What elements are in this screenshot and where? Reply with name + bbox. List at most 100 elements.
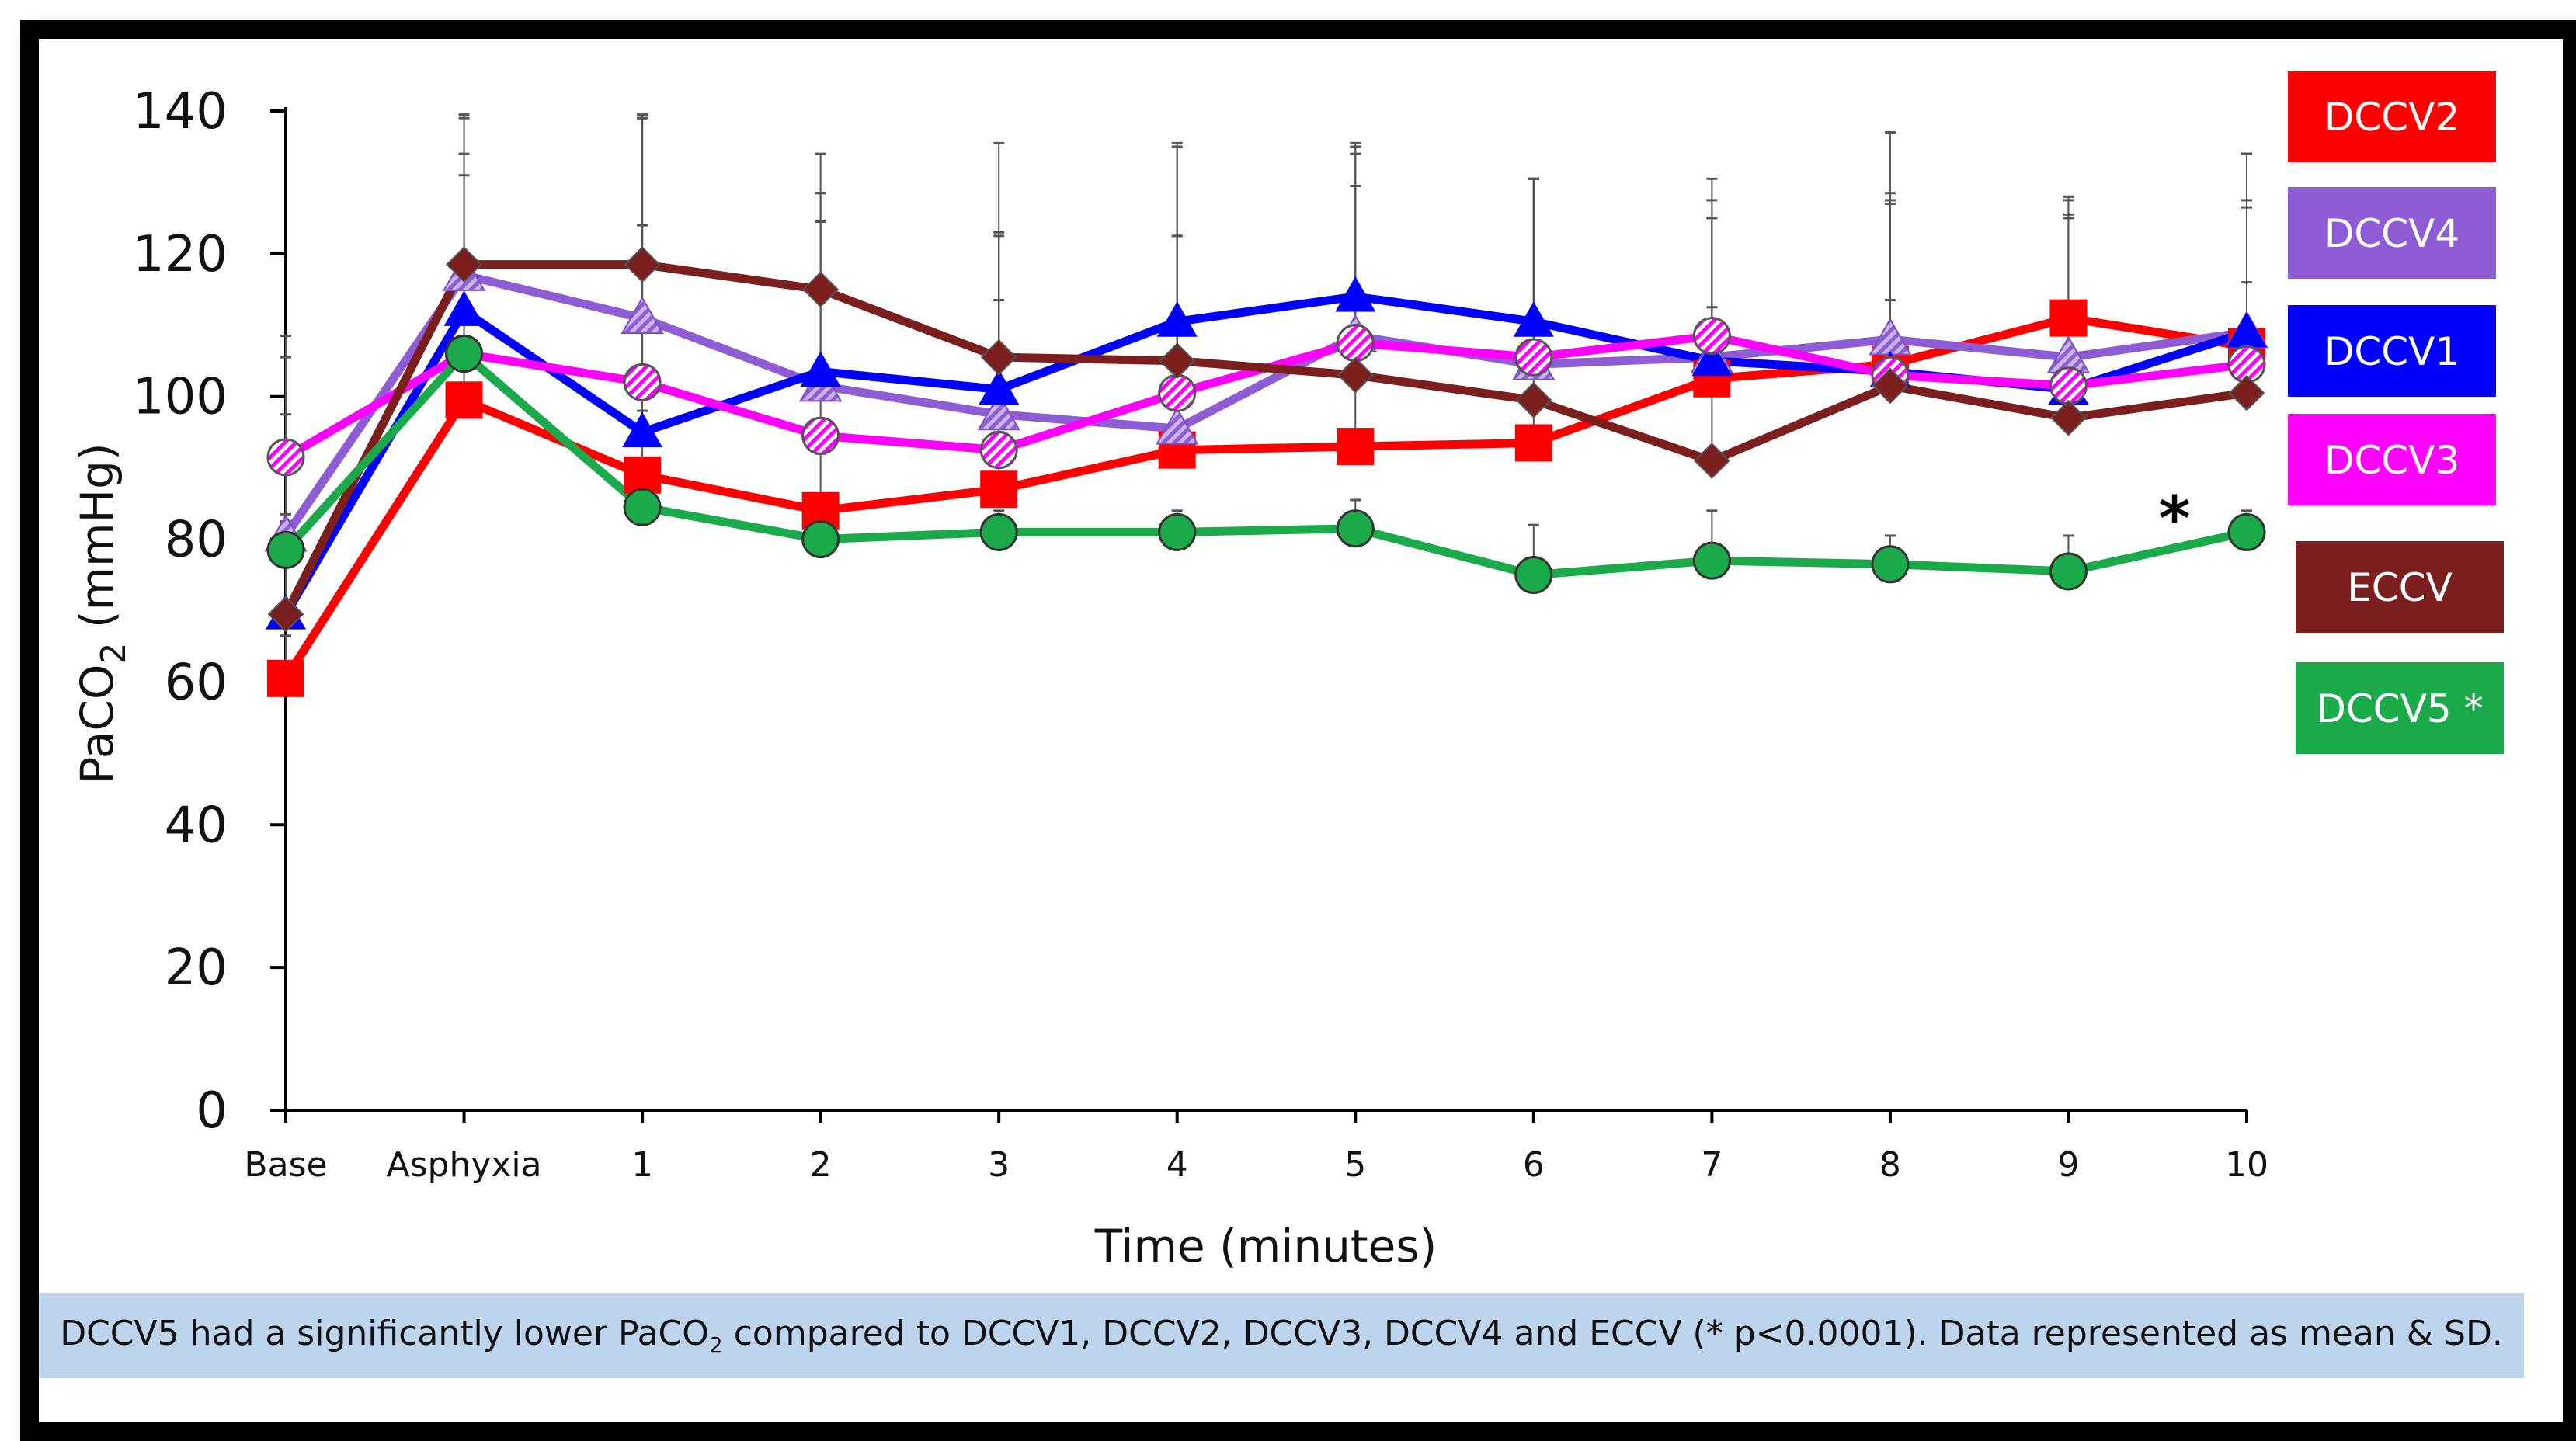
marker-dccv2 [980,470,1018,509]
marker-dccv3 [801,416,840,455]
marker-dccv3 [979,431,1018,470]
legend-box-dccv4 [2288,187,2496,279]
marker-dccv1 [443,290,485,326]
x-tick-label: 2 [810,1145,832,1185]
marker-eccv [980,339,1017,376]
marker-dccv5 [445,335,484,373]
y-axis-title-unit: (mmHg) [71,443,123,642]
x-tick-label: 7 [1701,1145,1723,1185]
marker-eccv [624,246,661,283]
legend-label-dccv4: DCCV4 [2324,211,2460,256]
y-axis-title-main: PaCO [71,665,123,784]
marker-dccv4 [1156,407,1199,445]
legend-label-eccv: ECCV [2347,565,2453,610]
marker-dccv3 [623,363,662,401]
marker-dccv3 [1336,324,1375,363]
marker-eccv [2228,374,2265,411]
marker-dccv3 [1514,338,1553,377]
marker-dccv2 [445,381,483,419]
x-axis-title: Time (minutes) [1094,1220,1437,1273]
marker-dccv3 [1692,317,1731,356]
marker-dccv2 [267,659,304,697]
x-tick-label: 9 [2057,1145,2079,1185]
legend-label-dccv3: DCCV3 [2324,438,2460,483]
tick-labels: 0 20 40 60 80 100 120 140 Base Asphyxia 1 2 3 4 5 6 7 8 9 1… [133,83,2268,1185]
marker-dccv5 [801,520,840,559]
marker-dccv2 [624,456,662,494]
legend: DCCV2 DCCV4 DCCV1 DCCV3 ECCV DCCV5 * [2288,71,2504,754]
marker-dccv3 [1158,373,1197,412]
series-line-dccv2 [282,314,2247,681]
x-tick-label: 10 [2225,1145,2268,1185]
marker-dccv5 [2227,512,2266,551]
axes [270,107,2248,1123]
marker-dccv1 [1513,301,1554,337]
y-tick-label: 60 [165,654,228,711]
series-line-dccv5 [282,349,2248,580]
x-tick-label: 6 [1523,1145,1545,1185]
marker-dccv2 [1514,424,1552,462]
marker-dccv1 [1335,276,1376,312]
caption-part2: compared to DCCV1, DCCV2, DCCV3, DCCV4 a… [722,1313,2503,1353]
caption-part1: DCCV5 had a significantly lower PaCO [60,1313,709,1353]
significance-marker: * [2159,484,2191,554]
marker-eccv [1337,356,1374,394]
x-tick-label: 4 [1166,1145,1188,1185]
caption-sub: 2 [708,1332,723,1358]
marker-dccv5 [1158,512,1197,551]
marker-dccv3 [266,438,305,477]
marker-dccv4 [621,296,664,335]
y-tick-label: 40 [165,797,228,854]
marker-dccv4 [977,392,1020,431]
marker-dccv1 [1156,301,1198,337]
y-tick-label: 20 [165,939,228,997]
marker-eccv [1515,381,1552,418]
marker-dccv3 [2049,366,2088,405]
marker-dccv1 [2227,311,2267,348]
series-line-eccv [282,260,2247,616]
series-lines [282,260,2248,681]
marker-eccv [1872,367,1909,405]
x-tick-label: 1 [631,1145,653,1185]
marker-dccv5 [1514,556,1553,595]
marker-eccv [1693,443,1730,479]
marker-dccv5 [1336,509,1375,548]
legend-label-dccv2: DCCV2 [2324,95,2460,140]
y-tick-label: 120 [133,226,228,283]
marker-eccv [267,595,304,633]
marker-dccv5 [1871,545,1910,584]
marker-dccv1 [1691,340,1733,377]
marker-dccv5 [266,530,305,569]
legend-label-dccv5: DCCV5 * [2316,686,2483,731]
legend-box-dccv1 [2288,305,2496,397]
marker-dccv1 [622,411,663,448]
y-tick-label: 0 [196,1082,228,1140]
legend-box-eccv [2296,541,2504,633]
marker-dccv2 [1337,428,1375,466]
figure-frame [20,20,2576,1441]
series-markers [264,246,2268,697]
marker-dccv2 [2049,299,2088,337]
x-tick-label: 3 [988,1145,1010,1185]
legend-box-dccv5 [2296,662,2504,754]
marker-dccv5 [623,488,662,526]
marker-dccv5 [1692,541,1731,580]
legend-label-dccv1: DCCV1 [2324,329,2460,374]
marker-dccv5 [979,512,1018,551]
marker-eccv [446,246,482,283]
series-line-dccv4 [282,270,2247,539]
caption-bar: DCCV5 had a significantly lower PaCO2 co… [39,1293,2524,1378]
caption-text: DCCV5 had a significantly lower PaCO2 co… [60,1314,2503,1358]
y-axis-title: PaCO2 (mmHg) [71,443,134,783]
marker-dccv5 [2049,552,2088,591]
y-tick-label: 140 [133,83,228,141]
y-tick-label: 80 [165,512,228,569]
marker-eccv [1159,342,1196,380]
x-tick-label: Asphyxia [386,1145,541,1185]
legend-box-dccv2 [2288,71,2496,162]
x-tick-label: Base [244,1145,327,1185]
x-tick-label: 8 [1879,1145,1901,1185]
marker-eccv [802,271,840,308]
marker-eccv [2050,399,2087,436]
